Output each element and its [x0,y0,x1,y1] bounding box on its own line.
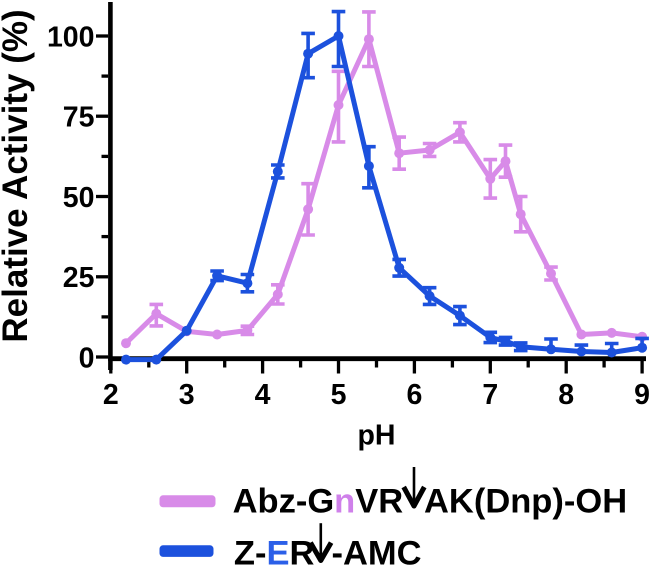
svg-text:AK(Dnp)-OH: AK(Dnp)-OH [424,483,627,521]
svg-text:-AMC: -AMC [332,535,422,570]
svg-text:3: 3 [179,379,195,411]
svg-text:7: 7 [482,379,498,411]
svg-text:Relative Activity (%): Relative Activity (%) [0,9,35,342]
svg-text:50: 50 [63,182,95,214]
svg-text:6: 6 [406,379,422,411]
svg-text:25: 25 [63,262,95,294]
svg-text:5: 5 [331,379,347,411]
svg-text:2: 2 [103,379,119,411]
svg-text:Abz-GnVR: Abz-GnVR [233,483,404,521]
svg-text:pH: pH [358,420,396,452]
svg-text:100: 100 [47,21,95,53]
svg-text:75: 75 [63,102,95,134]
svg-text:Z-ER: Z-ER [234,535,315,570]
svg-text:9: 9 [634,379,650,411]
svg-text:0: 0 [79,342,95,374]
svg-text:4: 4 [255,379,271,411]
svg-text:8: 8 [558,379,574,411]
